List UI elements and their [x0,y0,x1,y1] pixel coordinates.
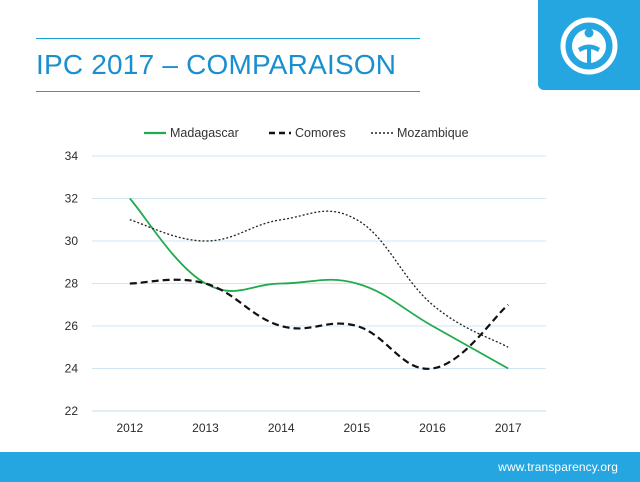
x-tick-label: 2012 [116,421,143,435]
legend-label-mozambique: Mozambique [397,126,469,140]
y-tick-label: 28 [65,277,79,291]
y-tick-label: 30 [65,234,79,248]
x-tick-label: 2014 [268,421,295,435]
y-tick-label: 32 [65,192,79,206]
line-chart: 22 24 26 28 30 32 34 2012 2013 2014 2015 2016 2017 Ma… [65,126,546,435]
series-line-madagascar [129,197,509,370]
footer-bar: www.transparency.org [0,452,640,482]
x-tick-label: 2013 [192,421,219,435]
transparency-logo-icon [560,17,618,75]
legend-label-madagascar: Madagascar [170,126,239,140]
x-tick-label: 2016 [419,421,446,435]
y-tick-label: 26 [65,319,79,333]
x-tick-label: 2015 [343,421,370,435]
page-title: IPC 2017 – COMPARAISON [36,49,397,80]
legend-label-comores: Comores [295,126,346,140]
series-line-comores [129,278,509,370]
x-tick-label: 2017 [495,421,522,435]
title-band: IPC 2017 – COMPARAISON [36,38,420,92]
y-tick-label: 22 [65,404,79,418]
y-tick-label: 34 [65,149,79,163]
footer-url[interactable]: www.transparency.org [498,460,618,474]
y-tick-label: 24 [65,362,79,376]
brand-logo [538,0,640,90]
